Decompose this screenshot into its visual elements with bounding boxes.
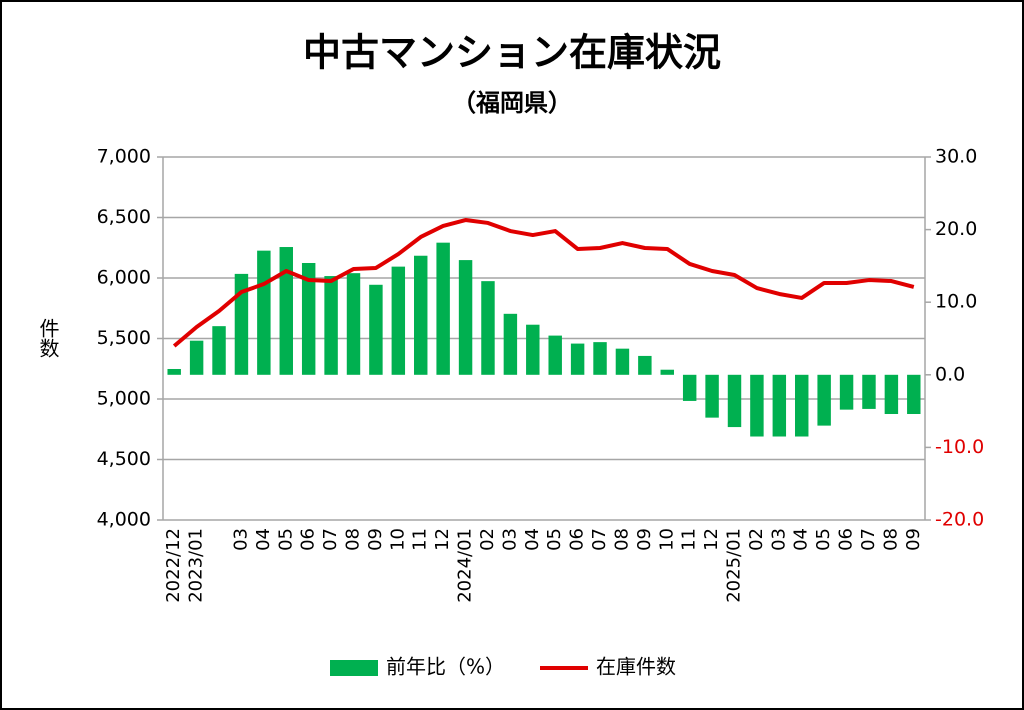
x-tick-label: 09 [903,528,924,551]
bar [257,250,271,375]
bar [817,374,831,426]
bar [548,335,562,375]
bar [638,355,652,375]
bar [884,374,899,415]
bar [324,276,338,375]
x-tick-label: 07 [320,528,341,551]
y2-tick-label: 10.0 [935,291,977,313]
x-tick-label: 12 [432,528,453,551]
y2-tick-label: 0.0 [935,363,965,385]
bar [212,326,226,375]
bar [301,262,316,375]
x-tick-label: 04 [522,528,543,551]
bar [414,255,428,375]
x-tick-label: 03 [768,528,789,551]
x-tick-label: 03 [499,528,520,551]
y-tick-label: 5,500 [97,327,151,349]
x-tick-label: 05 [544,528,565,551]
x-tick-label: 08 [611,528,632,551]
x-tick-label: 11 [679,528,700,551]
legend-label: 在庫件数 [596,655,676,679]
x-tick-label: 2022/12 [163,528,184,603]
bar [682,374,697,401]
bar [750,374,764,437]
x-tick-label: 06 [567,528,588,551]
bar [660,369,674,375]
x-tick-label: 09 [365,528,386,551]
bar [526,324,540,375]
y2-tick-label: 30.0 [935,146,977,168]
y-tick-label: 6,500 [97,206,151,228]
bar [795,374,809,437]
y-tick-label: 4,500 [97,448,151,470]
bar [727,374,742,428]
x-tick-label: 02 [477,528,498,551]
bar [503,313,518,375]
y-tick-label: 4,000 [97,509,151,531]
bar [458,260,473,375]
bar [167,368,181,375]
x-tick-label: 06 [298,528,319,551]
x-tick-label: 10 [656,528,677,551]
y2-tick-label: -10.0 [935,436,984,458]
bar [189,340,204,375]
bar [234,273,249,375]
y2-tick-label: 20.0 [935,218,977,240]
bar [593,342,607,375]
y-axis-label: 件数 [36,318,60,358]
x-tick-label: 12 [701,528,722,551]
x-tick-label: 05 [275,528,296,551]
legend-swatch [330,660,378,676]
bar [839,374,854,410]
x-tick-label: 02 [746,528,767,551]
bar [705,374,719,418]
x-tick-label: 09 [634,528,655,551]
x-tick-label: 2024/01 [455,528,476,603]
x-tick-label: 03 [230,528,251,551]
x-tick-label: 10 [387,528,408,551]
bar [481,281,495,375]
y-tick-label: 5,000 [97,388,151,410]
x-tick-label: 11 [410,528,431,551]
bar [369,284,383,375]
legend-label: 前年比（%） [386,655,505,679]
x-tick-label: 2025/01 [724,528,745,603]
bar [436,242,450,375]
bar [570,343,585,375]
chart-subtitle: （福岡県） [452,89,572,117]
bar [862,374,876,409]
x-tick-label: 08 [880,528,901,551]
bar [615,348,630,375]
x-tick-label: 2023/01 [186,528,207,603]
bar [346,273,361,375]
chart-title: 中古マンション在庫状況 [303,31,721,75]
y2-tick-label: -20.0 [935,509,984,531]
bar [279,247,293,375]
line [172,218,915,348]
x-tick-label: 07 [589,528,610,551]
x-tick-label: 04 [791,528,812,551]
x-tick-label: 08 [343,528,364,551]
bar [772,374,787,437]
y-tick-label: 6,000 [97,267,151,289]
bar [391,266,406,375]
y-tick-label: 7,000 [97,146,151,168]
bar [907,374,921,415]
x-tick-label: 06 [836,528,857,551]
x-tick-label: 04 [253,528,274,551]
x-tick-label: 05 [813,528,834,551]
x-tick-label: 07 [858,528,879,551]
